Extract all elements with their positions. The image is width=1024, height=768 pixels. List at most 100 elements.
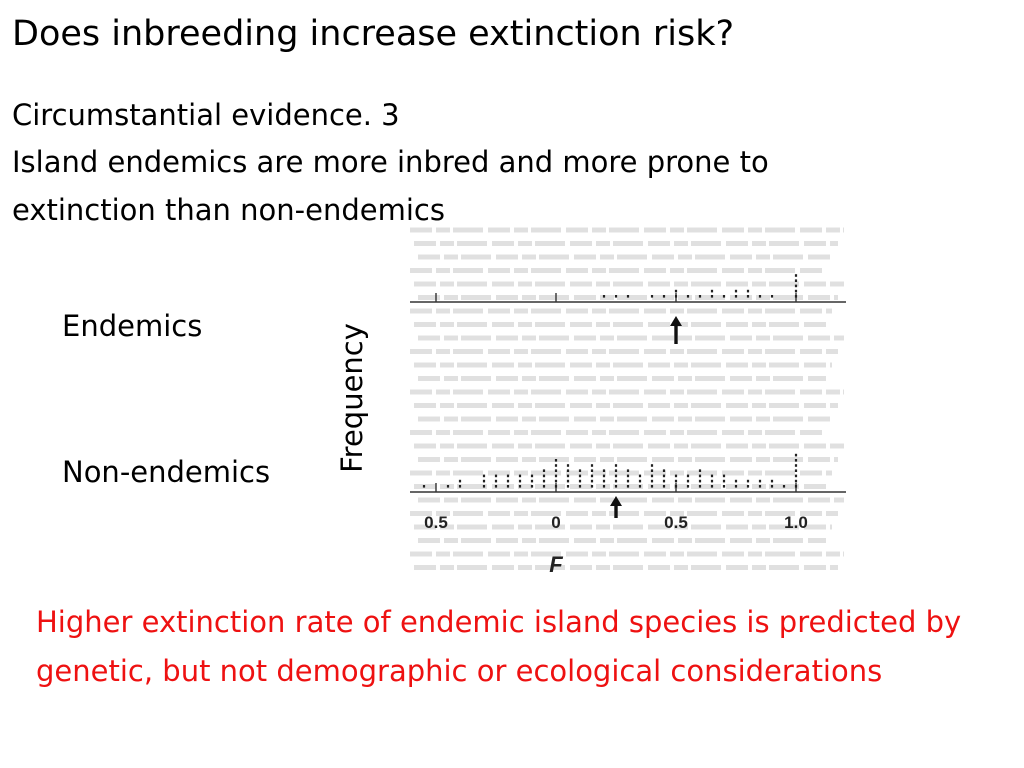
y-axis-label: Frequency <box>335 323 369 473</box>
data-dot <box>542 479 546 483</box>
data-dot <box>710 295 714 298</box>
data-dot <box>722 295 726 298</box>
data-dot <box>542 485 546 488</box>
data-dot <box>698 469 702 472</box>
data-dot <box>626 469 630 472</box>
data-dot <box>626 485 630 488</box>
data-dot <box>590 469 594 472</box>
subtitle-line-2: Island endemics are more inbred and more… <box>12 145 769 179</box>
data-dot <box>554 479 558 483</box>
x-axis-title: F <box>549 552 563 577</box>
data-dot <box>674 295 678 298</box>
data-dot <box>674 474 678 478</box>
data-dot <box>614 295 618 298</box>
data-dot <box>566 485 570 488</box>
data-dot <box>734 289 738 293</box>
data-dot <box>602 474 606 478</box>
data-dot <box>746 479 750 483</box>
subtitle-line-3: extinction than non-endemics <box>12 193 445 227</box>
data-dot <box>722 485 726 488</box>
data-dot <box>578 474 582 478</box>
data-dot <box>794 279 798 282</box>
data-dot <box>506 474 510 478</box>
data-dot <box>590 474 594 478</box>
data-dot <box>494 474 498 478</box>
data-dot <box>602 479 606 483</box>
data-dot <box>518 485 522 488</box>
data-dot <box>674 289 678 293</box>
data-dot <box>650 485 654 488</box>
data-dot <box>602 295 606 298</box>
data-dot <box>494 479 498 483</box>
data-dot <box>722 474 726 478</box>
data-dot <box>746 295 750 298</box>
data-dot <box>770 479 774 483</box>
data-dot <box>794 274 798 277</box>
data-dot <box>650 464 654 467</box>
data-dot <box>638 485 642 488</box>
ghost-text-background <box>410 227 844 570</box>
data-dot <box>554 474 558 478</box>
data-dot <box>554 485 558 488</box>
up-arrow-head <box>670 316 682 326</box>
data-dot <box>518 479 522 483</box>
data-dot <box>794 284 798 288</box>
data-dot <box>794 469 798 472</box>
data-dot <box>650 469 654 472</box>
data-dot <box>590 464 594 467</box>
data-dot <box>446 485 450 488</box>
up-arrow-head <box>610 496 622 506</box>
data-dot <box>482 479 486 483</box>
data-dot <box>542 474 546 478</box>
data-dot <box>602 469 606 472</box>
data-dot <box>614 479 618 483</box>
data-dot <box>506 479 510 483</box>
data-dot <box>590 485 594 488</box>
panel-label-endemics: Endemics <box>62 309 203 343</box>
subtitle-line-1: Circumstantial evidence. 3 <box>12 98 400 132</box>
data-dot <box>626 474 630 478</box>
data-dot <box>686 485 690 488</box>
data-dot <box>614 464 618 467</box>
data-dot <box>794 289 798 293</box>
data-dot <box>614 485 618 488</box>
data-dot <box>686 474 690 478</box>
data-dot <box>530 485 534 488</box>
data-dot <box>482 485 486 488</box>
x-tick-label: 0 <box>551 513 560 532</box>
data-dot <box>458 479 462 483</box>
data-dot <box>662 485 666 488</box>
data-dot <box>794 459 798 462</box>
data-dot <box>710 479 714 483</box>
data-dot <box>578 469 582 472</box>
data-dot <box>638 474 642 478</box>
data-dot <box>530 479 534 483</box>
data-dot <box>698 474 702 478</box>
data-dot <box>794 464 798 467</box>
data-dot <box>578 479 582 483</box>
conclusion-text: Higher extinction rate of endemic island… <box>36 605 962 688</box>
x-tick-label: 0.5 <box>664 513 688 532</box>
data-dot <box>794 485 798 488</box>
data-dot <box>662 295 666 298</box>
dot-histogram-marks: 0.5 0 0.5 1.0 F <box>410 274 846 577</box>
data-dot <box>722 479 726 483</box>
data-dot <box>794 479 798 483</box>
data-dot <box>662 469 666 472</box>
data-dot <box>530 474 534 478</box>
data-dot <box>578 485 582 488</box>
data-dot <box>746 289 750 293</box>
data-dot <box>554 459 558 462</box>
data-dot <box>614 474 618 478</box>
data-dot <box>614 469 618 472</box>
data-dot <box>758 295 762 298</box>
data-dot <box>506 485 510 488</box>
data-dot <box>662 474 666 478</box>
data-dot <box>554 469 558 472</box>
data-dot <box>770 485 774 488</box>
data-dot <box>674 479 678 483</box>
data-dot <box>686 479 690 483</box>
data-dot <box>734 295 738 298</box>
data-dot <box>650 474 654 478</box>
data-dot <box>758 485 762 488</box>
